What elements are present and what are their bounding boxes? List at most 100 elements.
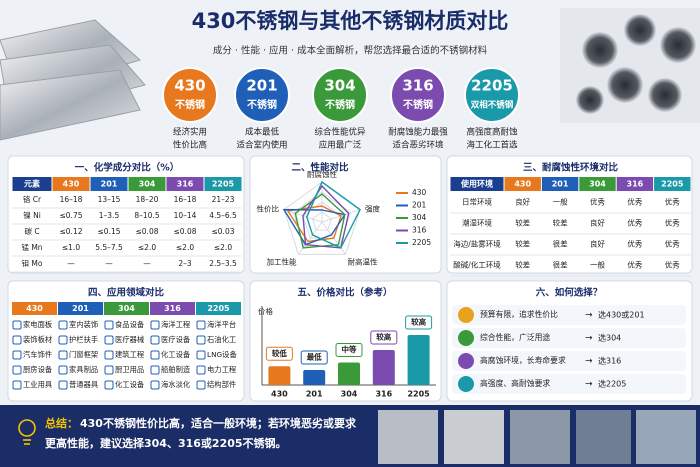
legend-label: 304 — [412, 213, 427, 222]
app-item: 船舶制造 — [161, 365, 191, 374]
cell-text: ≤2.0 — [176, 243, 194, 252]
radar-series — [282, 208, 346, 246]
selection-choice: 选304 — [598, 333, 621, 343]
app-item: 家电面板 — [23, 320, 53, 329]
app-item: 食品设备 — [115, 320, 145, 329]
grade-name: 不锈钢 — [175, 98, 205, 111]
radar-axis-label: 耐高温性 — [348, 256, 378, 266]
summary-label: 总结： — [45, 416, 78, 430]
app-icon — [196, 350, 206, 360]
header-text: 430 — [63, 180, 80, 189]
app-icon — [58, 365, 68, 375]
app-icon — [104, 350, 114, 360]
app-item: 装饰板材 — [23, 335, 52, 344]
radar-axis-label: 耐腐蚀性 — [307, 169, 337, 179]
cell-text: ≤0.12 — [60, 227, 83, 236]
app-icon — [150, 335, 160, 345]
app-icon — [12, 335, 22, 345]
selection-row — [452, 374, 686, 394]
arrow: → — [585, 334, 593, 344]
grade-code: 2205 — [471, 77, 513, 95]
cell-text: ≤1.0 — [62, 243, 80, 252]
app-icon — [12, 380, 22, 390]
header-cell — [579, 177, 616, 191]
app-item: 工业用具 — [23, 380, 53, 389]
row-label: 铬 Cr — [23, 194, 42, 204]
x-tick-label: 201 — [306, 390, 323, 399]
legend-label: 201 — [412, 201, 427, 210]
cell-text: ≤0.08 — [174, 227, 197, 236]
bar — [407, 335, 430, 385]
grade-code: 201 — [246, 77, 277, 95]
header-text: 2205 — [212, 180, 235, 189]
cell-text: — — [105, 259, 113, 268]
header-cell — [541, 177, 579, 191]
header-cell — [90, 177, 128, 191]
level-label: 最低 — [307, 352, 322, 362]
level-box — [405, 315, 433, 330]
chart-title: 二、性能对比 — [291, 162, 349, 174]
grade-badge — [464, 67, 520, 123]
level-box — [335, 343, 363, 357]
arrow: → — [585, 357, 593, 367]
grade-desc: 适合恶劣环境 — [392, 140, 444, 151]
section-title: 三、耐腐蚀性环境对比 — [523, 162, 619, 174]
cell-text: ≤2.0 — [138, 243, 156, 252]
cell-text: 优秀 — [665, 218, 680, 228]
grade-name: 不锈钢 — [403, 98, 433, 111]
header-cell — [204, 177, 242, 191]
bar — [268, 366, 291, 385]
level-box — [265, 346, 293, 361]
app-item: 化工设备 — [161, 350, 191, 359]
header-cell — [166, 177, 204, 191]
header-cell — [450, 177, 504, 191]
header-text: 2205 — [661, 180, 684, 189]
cell-text: 良好 — [590, 218, 605, 228]
cell-text: ≤0.03 — [212, 227, 235, 236]
cell-text: ≤0.15 — [98, 227, 121, 236]
radar-axis-label: 性价比 — [256, 204, 279, 214]
row-label: 钼 Mo — [22, 258, 43, 268]
header-text: 430 — [514, 180, 531, 189]
selection-icon — [458, 376, 474, 392]
cell-text: — — [67, 259, 75, 268]
app-item: 室内装饰 — [69, 320, 98, 329]
x-tick-label: 304 — [341, 390, 358, 399]
header-text: 元素 — [24, 179, 40, 189]
app-item: 海水淡化 — [161, 380, 191, 389]
selection-need: 高强度、高耐蚀要求 — [480, 378, 550, 388]
bulb-icon — [18, 419, 36, 445]
row-label: 海边/盐雾环境 — [453, 239, 501, 249]
grade-badge — [162, 67, 218, 123]
app-icon — [104, 320, 114, 330]
header-cell — [104, 302, 149, 315]
grade-desc: 性价比高 — [173, 140, 207, 151]
level-label: 较低 — [272, 348, 287, 358]
grade-desc: 成本最低 — [245, 127, 280, 138]
app-item: 医疗设备 — [161, 335, 191, 344]
cell-text: 16–18 — [60, 195, 83, 204]
selection-need: 综合性能，广泛用途 — [480, 332, 550, 342]
section-title: 六、如何选择？ — [536, 287, 603, 299]
radar-series — [306, 180, 361, 249]
level-box — [300, 350, 328, 365]
arrow: → — [585, 380, 593, 390]
header-cell — [654, 177, 691, 191]
legend-label: 430 — [412, 188, 427, 197]
header-text: 2205 — [207, 304, 230, 313]
app-icon — [196, 335, 206, 345]
section-title: 一、化学成分对比（%） — [75, 162, 180, 174]
y-axis-label: 价格 — [258, 306, 273, 316]
arrow: → — [585, 311, 593, 321]
app-icon — [150, 350, 160, 360]
app-item: 护栏扶手 — [69, 335, 98, 344]
row-label: 潮湿环境 — [462, 218, 492, 228]
cell-text: 优秀 — [665, 197, 680, 207]
chart-title: 五、价格对比（参考） — [297, 287, 392, 299]
cell-text: 5.5–7.5 — [95, 243, 123, 252]
header-text: 201 — [72, 304, 89, 313]
app-icon — [12, 365, 22, 375]
header-text: 304 — [589, 180, 606, 189]
grade-code: 430 — [174, 77, 205, 95]
